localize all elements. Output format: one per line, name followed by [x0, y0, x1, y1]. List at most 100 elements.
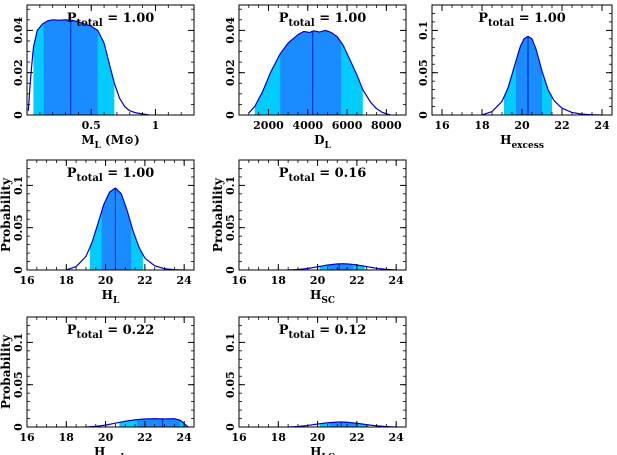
- xlabel-symbol: H: [102, 288, 113, 302]
- x-axis-label: HL: [102, 288, 120, 306]
- xlabel-subscript: L: [113, 296, 120, 306]
- y-tick-label: 0.05: [224, 214, 237, 241]
- plot-frame: [26, 4, 195, 116]
- x-tick-label: 20: [310, 274, 326, 287]
- y-tick-label: 0.1: [417, 21, 430, 40]
- y-tick-label: 0: [417, 111, 430, 119]
- x-tick-label: 24: [594, 119, 610, 132]
- series-curve: [288, 421, 397, 428]
- x-tick-label: 16: [434, 119, 450, 132]
- band-inner: [516, 36, 542, 115]
- title-symbol: P: [67, 323, 77, 338]
- x-tick-label: 20: [98, 274, 114, 287]
- series-curve: [85, 418, 189, 428]
- xlabel-unit: (M⊙): [101, 133, 140, 147]
- xlabel-subscript: L: [325, 141, 332, 151]
- y-axis-label: Probability: [0, 177, 13, 252]
- x-tick-label: 24: [389, 274, 405, 287]
- series-curve: [27, 19, 150, 116]
- x-tick-label: 1: [152, 119, 160, 132]
- band-inner: [101, 187, 132, 270]
- y-tick-label: 0.04: [224, 17, 237, 44]
- x-axis-label: Hexcess: [500, 133, 544, 151]
- y-tick-label: 0.02: [224, 59, 237, 86]
- x-tick-label: 6000: [332, 119, 363, 132]
- plot-frame: [238, 4, 407, 116]
- band-inner: [329, 421, 357, 427]
- x-tick-label: 8000: [371, 119, 402, 132]
- y-tick-label: 0: [224, 423, 237, 431]
- x-tick-label: 22: [349, 431, 364, 444]
- x-tick-label: 20: [514, 119, 530, 132]
- title-symbol: P: [67, 11, 77, 26]
- panel-title: Ptotal = 0.16: [279, 166, 367, 184]
- title-subscript: total: [288, 330, 314, 341]
- x-tick-label: 2000: [253, 119, 284, 132]
- xlabel-subscript: amb: [105, 453, 127, 455]
- y-tick-label: 0.05: [12, 214, 25, 241]
- panel-hl: 16 18 20 22 24 0 0.05 0.1 Ptotal = 1.00 HL Probabi…: [0, 159, 195, 306]
- panel-title: Ptotal = 1.00: [67, 11, 155, 29]
- xlabel-symbol: D: [314, 133, 324, 147]
- title-subscript: total: [288, 18, 314, 29]
- panel-title: Ptotal = 0.22: [67, 323, 155, 341]
- title-symbol: P: [279, 11, 289, 26]
- title-value: = 1.00: [103, 11, 155, 26]
- x-tick-label: 24: [177, 274, 193, 287]
- y-tick-label: 0.04: [12, 17, 25, 44]
- y-tick-label: 0.02: [12, 59, 25, 86]
- plot-frame: [238, 316, 407, 428]
- title-subscript: total: [288, 173, 314, 184]
- xlabel-symbol: M: [81, 133, 94, 147]
- xlabel-subscript: SC: [321, 296, 335, 306]
- panel-hexcess: 16 18 20 22 24 0 0.05 0.1 Ptotal = 1.00 Hexcess: [417, 4, 613, 151]
- x-tick-label: 24: [389, 431, 405, 444]
- y-tick-label: 0: [12, 266, 25, 274]
- band-inner: [280, 30, 342, 115]
- xlabel-symbol: H: [94, 445, 105, 455]
- x-tick-label: 18: [271, 274, 287, 287]
- x-tick-label: 16: [231, 431, 247, 444]
- y-axis-label: Probability: [211, 177, 225, 252]
- band-inner: [137, 418, 181, 427]
- title-symbol: P: [67, 166, 77, 181]
- title-subscript: total: [76, 18, 102, 29]
- xlabel-subscript: LC: [321, 453, 335, 455]
- title-value: = 0.12: [315, 323, 367, 338]
- title-value: = 1.00: [514, 11, 566, 26]
- title-subscript: total: [76, 173, 102, 184]
- panel-title: Ptotal = 1.00: [279, 11, 367, 29]
- series-curve: [248, 29, 391, 116]
- xlabel-subscript: excess: [511, 141, 543, 151]
- x-tick-label: 16: [19, 431, 35, 444]
- y-tick-label: 0: [12, 111, 25, 119]
- panel-hsc: 16 18 20 22 24 0 0.05 0.1 Ptotal = 0.16 HSC Probab…: [211, 159, 407, 306]
- plot-frame: [26, 159, 195, 271]
- title-value: = 0.16: [315, 166, 367, 181]
- x-tick-label: 16: [231, 274, 247, 287]
- y-tick-label: 0.05: [12, 371, 25, 398]
- title-subscript: total: [488, 18, 514, 29]
- x-tick-label: 18: [474, 119, 490, 132]
- y-tick-label: 0.1: [12, 333, 25, 352]
- x-tick-label: 22: [137, 274, 152, 287]
- x-axis-label: HLC: [310, 445, 335, 455]
- y-tick-label: 0.1: [224, 333, 237, 352]
- panel-hamb: 16 18 20 22 24 0 0.05 0.1 Ptotal = 0.22 Hamb Proba…: [0, 316, 195, 455]
- x-tick-label: 16: [19, 274, 35, 287]
- y-axis-label: Probability: [0, 334, 13, 409]
- xlabel-symbol: H: [310, 445, 321, 455]
- title-symbol: P: [478, 11, 488, 26]
- x-tick-label: 18: [271, 431, 287, 444]
- x-tick-label: 18: [59, 431, 75, 444]
- title-value: = 1.00: [103, 166, 155, 181]
- title-subscript: total: [76, 330, 102, 341]
- y-tick-label: 0.1: [224, 176, 237, 195]
- title-value: = 1.00: [315, 11, 367, 26]
- y-tick-label: 0.05: [417, 59, 430, 86]
- x-tick-label: 18: [59, 274, 75, 287]
- x-tick-label: 20: [310, 431, 326, 444]
- title-value: = 0.22: [103, 323, 155, 338]
- panel-title: Ptotal = 1.00: [478, 11, 566, 29]
- x-tick-label: 24: [177, 431, 193, 444]
